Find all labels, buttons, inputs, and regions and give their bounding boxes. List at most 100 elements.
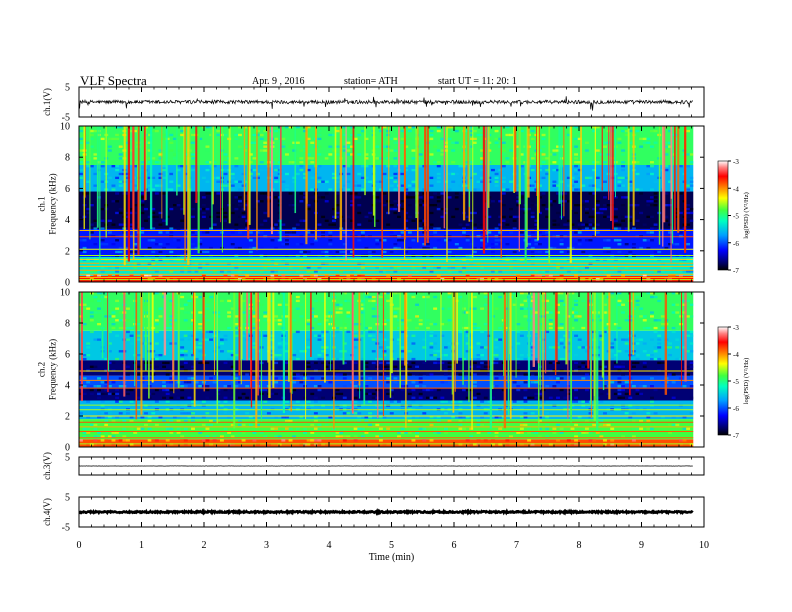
spectrogram-speckle — [389, 373, 394, 376]
spectrogram-speckle — [400, 439, 405, 442]
spectrogram-speckle — [454, 416, 459, 419]
spectrogram-speckle — [621, 365, 626, 368]
y-tick-label: 4 — [65, 215, 70, 226]
spectrogram-speckle — [407, 365, 412, 368]
spectrogram-speckle — [664, 246, 669, 250]
spectrogram-speckle — [584, 373, 589, 376]
spectrogram-speckle — [331, 172, 336, 176]
spectrogram-speckle — [191, 133, 195, 137]
spectrogram-speckle — [306, 319, 311, 322]
spectrogram-speckle — [104, 292, 109, 295]
spectrogram-speckle — [115, 200, 120, 203]
spectrogram-speckle — [451, 161, 456, 164]
spectrogram-speckle — [603, 204, 607, 207]
spectrogram-speckle — [501, 153, 506, 156]
spectrogram-speckle — [342, 427, 347, 430]
spectrogram-speckle — [675, 423, 680, 427]
spectrogram-speckle — [234, 207, 239, 211]
spectrogram-speckle — [104, 388, 109, 392]
spectrogram-speckle — [133, 129, 138, 133]
spectrogram-speckle — [433, 227, 438, 230]
spectrogram-speckle — [303, 431, 307, 434]
spectrogram-speckle — [516, 385, 521, 388]
spectrogram-speckle — [603, 161, 607, 164]
sferic-streak — [305, 292, 307, 420]
spectrogram-speckle — [617, 227, 622, 230]
spectrogram-speckle — [299, 274, 304, 277]
spectrogram-speckle — [548, 396, 553, 399]
spectrogram-speckle — [545, 423, 550, 427]
spectrogram-speckle — [458, 373, 463, 376]
spectrogram-speckle — [556, 184, 560, 187]
spectrogram-speckle — [418, 227, 423, 230]
spectrogram-speckle — [194, 295, 199, 299]
spectrogram-speckle — [346, 307, 351, 310]
spectrogram-speckle — [321, 346, 326, 349]
spectrogram-speckle — [429, 342, 434, 345]
spectrogram-speckle — [584, 176, 589, 180]
spectrogram-speckle — [350, 219, 354, 222]
spectrogram-speckle — [451, 129, 456, 133]
spectrogram-speckle — [523, 388, 528, 392]
spectrogram-speckle — [234, 334, 239, 337]
spectrogram-speckle — [429, 223, 434, 226]
spectrogram-speckle — [458, 357, 463, 361]
spectrogram-speckle — [364, 392, 369, 396]
spectrogram-speckle — [274, 416, 279, 419]
spectrogram-speckle — [122, 419, 127, 423]
spectrogram-speckle — [603, 303, 607, 306]
spectrogram-speckle — [241, 299, 246, 303]
spectrogram-speckle — [100, 227, 105, 230]
spectrogram-speckle — [418, 381, 423, 384]
spectrogram-speckle — [603, 423, 607, 427]
spectrogram-speckle — [111, 200, 116, 203]
spectrogram-speckle — [592, 184, 597, 187]
spectrogram-speckle — [545, 168, 550, 172]
spectrogram-speckle — [440, 149, 445, 152]
spectrogram-speckle — [487, 334, 492, 337]
spectrogram-speckle — [642, 315, 647, 318]
spectrogram-speckle — [397, 323, 401, 326]
spectrogram-speckle — [284, 315, 289, 318]
spectrogram-speckle — [209, 246, 214, 250]
spectrogram-speckle — [115, 239, 120, 242]
spectrogram-speckle — [668, 231, 672, 234]
colorbar-tick-label: -7 — [733, 432, 739, 440]
spectrogram-speckle — [566, 412, 571, 415]
spectrogram-speckle — [104, 423, 109, 427]
spectrogram-speckle — [93, 184, 98, 187]
spectrogram-speckle — [378, 303, 383, 306]
spectrogram-speckle — [577, 204, 582, 207]
spectrogram-speckle — [454, 196, 459, 199]
spectrogram-speckle — [115, 176, 120, 180]
spectrogram-speckle — [404, 219, 409, 222]
spectrogram-speckle — [306, 126, 311, 129]
sferic-streak — [173, 292, 175, 394]
spectrogram-speckle — [425, 326, 430, 330]
spectrogram-speckle — [552, 346, 557, 349]
sferic-streak — [268, 292, 271, 398]
spectrogram-speckle — [292, 350, 297, 353]
spectrogram-speckle — [281, 145, 286, 148]
spectrogram-speckle — [465, 311, 470, 314]
spectrogram-speckle — [104, 243, 109, 246]
spectrogram-speckle — [472, 357, 477, 361]
spectrogram-speckle — [183, 385, 188, 388]
spectrogram-speckle — [216, 392, 221, 396]
spectrogram-speckle — [219, 270, 224, 273]
spectrogram-speckle — [259, 223, 264, 226]
spectrogram-speckle — [404, 168, 409, 172]
spectrogram-speckle — [191, 207, 195, 211]
spectrogram-speckle — [639, 137, 644, 141]
spectrogram-speckle — [621, 311, 626, 314]
spectrogram-speckle — [331, 133, 336, 137]
spectrogram-speckle — [93, 219, 98, 222]
spectrogram-speckle — [393, 365, 398, 368]
spectrogram-speckle — [592, 129, 597, 133]
spectrogram-speckle — [451, 149, 456, 152]
spectrogram-speckle — [216, 416, 221, 419]
spectrogram-speckle — [657, 270, 662, 273]
spectrogram-speckle — [530, 250, 535, 254]
spectrogram-speckle — [552, 223, 557, 226]
spectrogram-speckle — [559, 239, 564, 242]
